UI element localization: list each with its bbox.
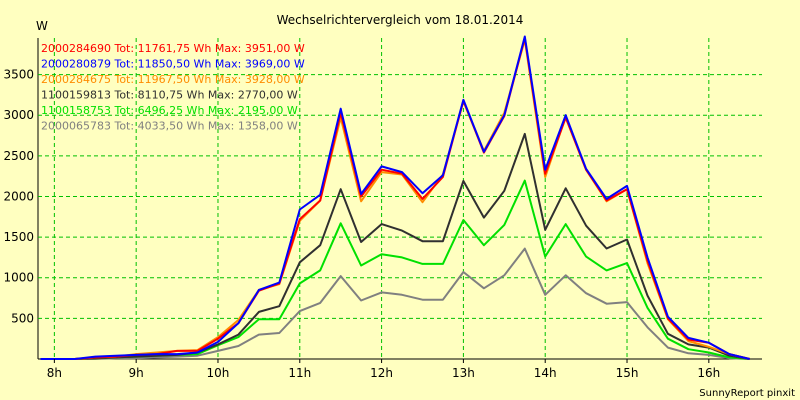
x-tick-label: 10h xyxy=(207,366,230,380)
x-tick-label: 14h xyxy=(534,366,557,380)
legend: 2000284690 Tot: 11761,75 Wh Max: 3951,00… xyxy=(41,42,305,133)
legend-entry-6: 2000065783 Tot: 4033,50 Wh Max: 1358,00 … xyxy=(41,120,298,133)
series-line-2 xyxy=(40,35,750,360)
plot-area xyxy=(37,38,762,360)
x-tick-label: 12h xyxy=(370,366,393,380)
x-tick-label: 13h xyxy=(452,366,475,380)
legend-entry-4: 1100159813 Tot: 8110,75 Wh Max: 2770,00 … xyxy=(41,89,298,102)
y-tick-label: 3000 xyxy=(3,108,34,122)
plot-background xyxy=(38,38,762,359)
x-axis-ticks: 8h 9h 10h 11h 12h 13h 14h 15h 16h xyxy=(47,359,720,380)
y-tick-label: 1000 xyxy=(3,271,34,285)
x-tick-label: 8h xyxy=(47,366,62,380)
legend-entry-2: 2000280879 Tot: 11850,50 Wh Max: 3969,00… xyxy=(41,58,305,71)
y-tick-label: 3500 xyxy=(3,68,34,82)
series-line-4 xyxy=(40,132,750,360)
y-tick-label: 2000 xyxy=(3,189,34,203)
y-tick-label: 500 xyxy=(11,311,34,325)
chart-title: Wechselrichtervergleich vom 18.01.2014 xyxy=(277,13,524,27)
y-axis-ticks: 500 1000 1500 2000 2500 3000 3500 xyxy=(3,68,34,326)
y-tick-label: 2500 xyxy=(3,149,34,163)
series-line-6 xyxy=(40,247,750,360)
x-tick-label: 11h xyxy=(288,366,311,380)
x-tick-label: 9h xyxy=(129,366,144,380)
y-tick-label: 1500 xyxy=(3,230,34,244)
legend-entry-5: 1100158753 Tot: 6496,25 Wh Max: 2195,00 … xyxy=(41,104,298,117)
footer-credit: SunnyReport pinxit xyxy=(699,388,795,399)
legend-entry-3: 2000284675 Tot: 11967,50 Wh Max: 3928,00… xyxy=(41,73,305,86)
x-tick-label: 15h xyxy=(616,366,639,380)
series-lines xyxy=(40,35,750,360)
x-tick-label: 16h xyxy=(697,366,720,380)
legend-entry-1: 2000284690 Tot: 11761,75 Wh Max: 3951,00… xyxy=(41,42,305,55)
y-axis-unit-label: W xyxy=(36,19,48,33)
